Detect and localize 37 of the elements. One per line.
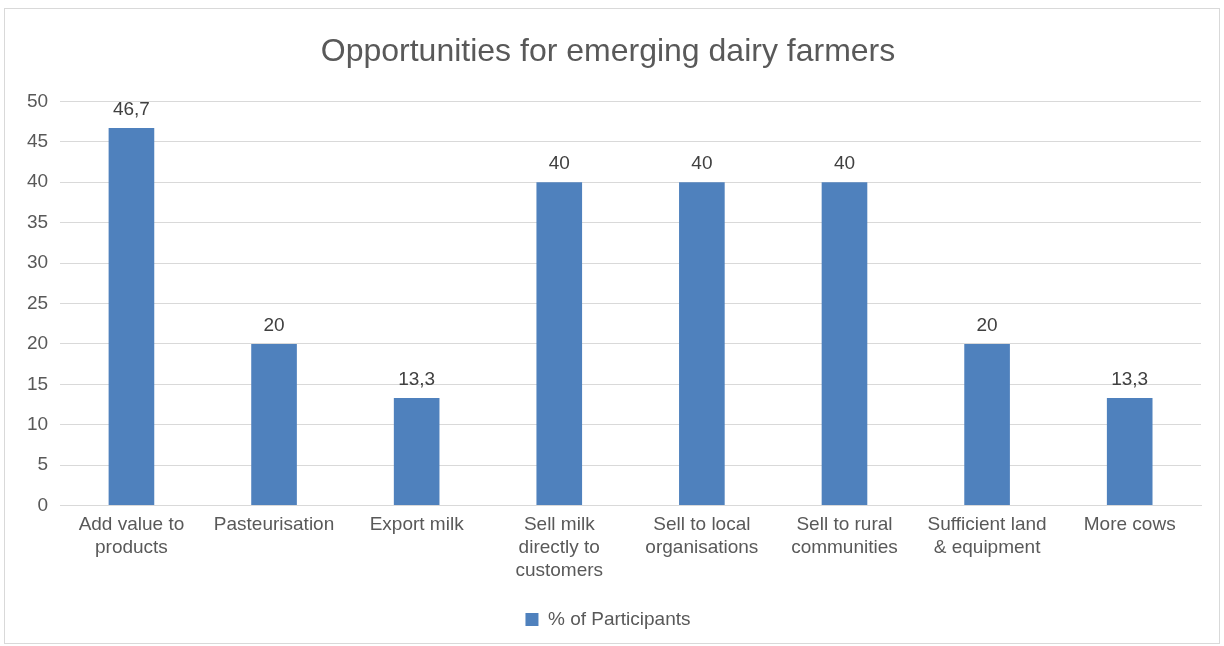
legend-label: % of Participants xyxy=(547,607,691,629)
bar xyxy=(821,182,868,506)
y-tick-label: 0 xyxy=(37,493,49,515)
x-tick-label: Sell to rural communities xyxy=(791,513,898,558)
x-tick-label: Sufficient land & equipment xyxy=(927,513,1047,558)
y-tick-label: 20 xyxy=(26,332,49,354)
x-tick-label: Export milk xyxy=(369,513,465,535)
x-tick-label: More cows xyxy=(1083,513,1176,535)
data-label: 20 xyxy=(976,313,998,335)
bar xyxy=(964,343,1010,506)
y-tick-label: 40 xyxy=(26,170,49,192)
data-label: 40 xyxy=(691,151,713,173)
x-tick-label: Sell to local organisations xyxy=(645,513,759,558)
bar xyxy=(536,182,583,506)
x-tick-label: Add value to products xyxy=(78,513,185,558)
bar xyxy=(251,343,297,506)
x-tick-label: Sell milk directly to customers xyxy=(515,513,604,580)
data-label: 46,7 xyxy=(112,97,150,119)
data-label: 40 xyxy=(548,151,570,173)
bar xyxy=(393,398,440,506)
x-tick-label: Pasteurisation xyxy=(213,513,335,535)
y-tick-label: 15 xyxy=(26,372,49,394)
data-label: 13,3 xyxy=(1111,367,1149,389)
data-label: 20 xyxy=(263,313,285,335)
y-tick-label: 10 xyxy=(26,412,49,434)
y-tick-label: 45 xyxy=(26,130,49,152)
y-tick-label: 35 xyxy=(26,210,49,232)
bar xyxy=(1106,398,1153,506)
y-tick-label: 50 xyxy=(26,89,49,111)
chart-title: Opportunities for emerging dairy farmers xyxy=(320,32,896,69)
bar xyxy=(108,128,155,506)
y-tick-label: 30 xyxy=(26,251,49,273)
bar xyxy=(679,182,725,506)
data-label: 40 xyxy=(833,151,856,173)
data-label: 13,3 xyxy=(398,367,436,389)
y-tick-label: 5 xyxy=(37,453,49,475)
y-tick-label: 25 xyxy=(26,291,49,313)
